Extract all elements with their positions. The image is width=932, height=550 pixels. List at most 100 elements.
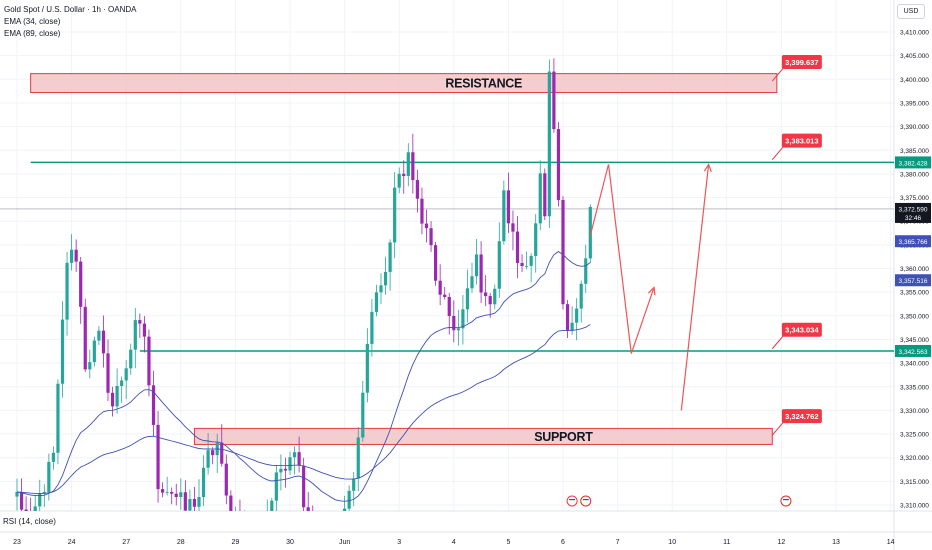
price-callout[interactable]: [781, 322, 822, 337]
ema-34-label[interactable]: EMA (34, close): [4, 17, 61, 26]
candle-body[interactable]: [297, 452, 301, 466]
candle-body[interactable]: [279, 468, 283, 473]
candle-body[interactable]: [33, 506, 37, 512]
candle-body[interactable]: [352, 478, 356, 491]
candle-body[interactable]: [161, 489, 165, 493]
candle-body[interactable]: [561, 199, 565, 305]
candle-body[interactable]: [306, 507, 310, 519]
candle-body[interactable]: [520, 262, 524, 267]
candle-body[interactable]: [115, 386, 119, 407]
candle-body[interactable]: [361, 392, 365, 438]
candle-body[interactable]: [174, 493, 178, 498]
ema-89-label[interactable]: EMA (89, close): [4, 29, 61, 38]
candle-body[interactable]: [397, 173, 401, 188]
candle-body[interactable]: [79, 261, 83, 307]
candle-body[interactable]: [424, 223, 429, 229]
candle-body[interactable]: [479, 254, 483, 293]
candle-body[interactable]: [129, 349, 133, 369]
candle-body[interactable]: [88, 362, 92, 370]
symbol-title[interactable]: Gold Spot / U.S. Dollar · 1h · OANDA: [4, 5, 137, 14]
us-flag-icon[interactable]: [780, 495, 792, 507]
candle-body[interactable]: [106, 353, 110, 393]
candle-body[interactable]: [565, 304, 570, 331]
candle-body[interactable]: [206, 450, 210, 468]
candle-body[interactable]: [547, 71, 551, 217]
price-callout[interactable]: [781, 55, 822, 70]
candle-body[interactable]: [411, 152, 415, 181]
level-price-badge[interactable]: [895, 156, 931, 169]
candle-body[interactable]: [356, 437, 360, 479]
candle-body[interactable]: [56, 383, 60, 453]
candle-body[interactable]: [388, 242, 392, 272]
candle-body[interactable]: [461, 309, 465, 329]
candle-body[interactable]: [24, 509, 28, 512]
candle-body[interactable]: [484, 292, 488, 297]
ema-34-line[interactable]: [16, 251, 591, 502]
candle-body[interactable]: [151, 385, 156, 425]
candle-body[interactable]: [120, 380, 124, 387]
candle-body[interactable]: [470, 276, 474, 289]
candle-body[interactable]: [429, 228, 433, 246]
candle-body[interactable]: [570, 322, 574, 331]
candle-body[interactable]: [443, 294, 447, 297]
candle-body[interactable]: [70, 249, 74, 263]
level-price-badge[interactable]: [895, 344, 931, 357]
resistance-zone[interactable]: [30, 73, 778, 94]
candle-body[interactable]: [474, 254, 479, 277]
price-callout[interactable]: [781, 133, 822, 148]
candle-body[interactable]: [434, 245, 438, 281]
candle-body[interactable]: [47, 461, 51, 492]
candle-body[interactable]: [42, 491, 46, 494]
candle-body[interactable]: [452, 315, 456, 331]
candle-body[interactable]: [456, 328, 460, 331]
candle-body[interactable]: [415, 180, 419, 199]
candle-body[interactable]: [588, 207, 592, 259]
candle-body[interactable]: [402, 173, 406, 177]
us-flag-icon[interactable]: [580, 495, 592, 507]
candle-body[interactable]: [65, 262, 69, 320]
candle-body[interactable]: [156, 424, 160, 490]
candle-body[interactable]: [133, 320, 137, 350]
candle-body[interactable]: [101, 330, 106, 354]
candle-body[interactable]: [142, 323, 146, 337]
candle-body[interactable]: [497, 241, 501, 289]
candle-body[interactable]: [365, 343, 369, 393]
candle-body[interactable]: [292, 452, 297, 458]
candle-body[interactable]: [74, 249, 78, 262]
candle-body[interactable]: [211, 450, 215, 456]
candle-body[interactable]: [110, 392, 115, 407]
candle-body[interactable]: [343, 508, 347, 519]
candle-body[interactable]: [15, 491, 19, 497]
candle-body[interactable]: [552, 71, 556, 130]
candle-body[interactable]: [147, 336, 151, 386]
candle-body[interactable]: [447, 296, 451, 316]
ema-89-line[interactable]: [16, 324, 591, 494]
candle-body[interactable]: [529, 255, 533, 266]
candle-body[interactable]: [124, 368, 128, 381]
candle-body[interactable]: [515, 231, 520, 263]
candle-body[interactable]: [51, 452, 55, 462]
candle-body[interactable]: [538, 173, 542, 224]
candle-body[interactable]: [220, 442, 224, 464]
candle-body[interactable]: [579, 283, 583, 309]
candle-body[interactable]: [543, 173, 547, 217]
candle-body[interactable]: [506, 190, 510, 224]
support-zone[interactable]: [193, 427, 773, 445]
candle-body[interactable]: [83, 306, 87, 370]
candle-body[interactable]: [420, 198, 424, 224]
rsi-pane-label[interactable]: RSI (14, close): [3, 517, 56, 526]
candle-body[interactable]: [179, 492, 183, 498]
candle-body[interactable]: [347, 490, 351, 509]
candle-body[interactable]: [288, 457, 292, 471]
candle-body[interactable]: [584, 258, 588, 284]
candle-body[interactable]: [19, 491, 24, 510]
candle-body[interactable]: [183, 492, 187, 511]
candle-body[interactable]: [229, 495, 233, 518]
candle-body[interactable]: [493, 288, 497, 305]
candle-body[interactable]: [170, 491, 174, 494]
candle-body[interactable]: [575, 308, 579, 323]
candle-body[interactable]: [525, 265, 529, 267]
candle-body[interactable]: [465, 288, 470, 310]
candle-body[interactable]: [379, 285, 383, 293]
